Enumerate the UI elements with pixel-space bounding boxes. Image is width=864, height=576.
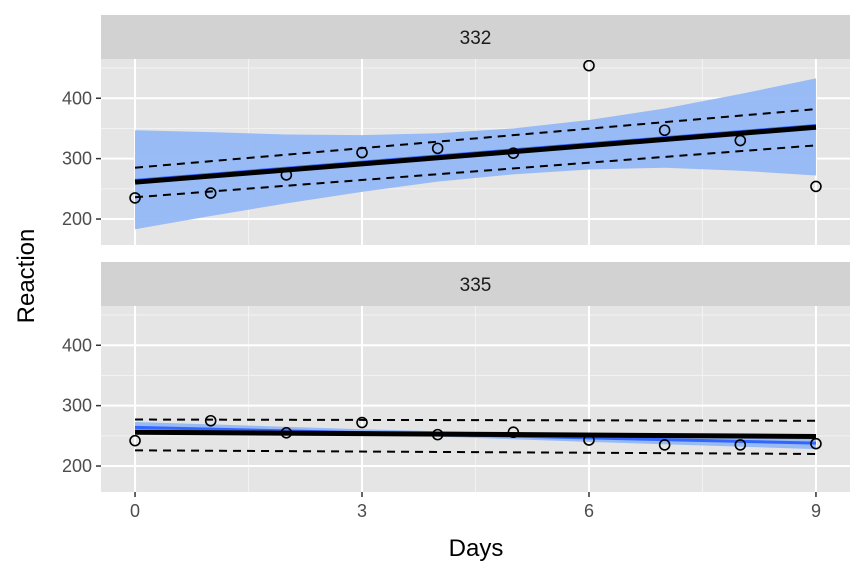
- y-tick-label: 200: [62, 209, 92, 229]
- y-axis-title: Reaction: [13, 229, 40, 324]
- x-axis-title: Days: [449, 535, 504, 562]
- model-fit-line: [134, 124, 817, 185]
- panels-layer: 332 335: [101, 15, 850, 492]
- data-point: [431, 428, 444, 441]
- data-point: [280, 169, 293, 181]
- data-point: [583, 434, 595, 446]
- y-tick-label: 400: [62, 335, 92, 355]
- y-tick-label: 200: [62, 456, 92, 476]
- facet-panel-332: 332: [101, 15, 850, 245]
- data-point: [734, 439, 747, 451]
- data-point: [583, 59, 595, 72]
- facet-strip-label: 335: [460, 275, 492, 296]
- model-fit-line: [135, 429, 816, 439]
- x-tick-label: 6: [584, 501, 594, 521]
- data-point: [810, 180, 822, 193]
- y-tick-label: 300: [62, 396, 92, 416]
- data-point: [507, 147, 520, 160]
- lower-bound-line: [134, 144, 817, 199]
- x-tick-label: 9: [811, 501, 821, 521]
- upper-bound-line: [134, 108, 817, 169]
- lower-bound-line: [135, 449, 816, 455]
- y-tick-label: 300: [62, 149, 92, 169]
- data-point: [431, 142, 444, 155]
- facet-strip: [101, 15, 850, 59]
- data-point: [356, 146, 368, 159]
- data-point: [129, 434, 141, 447]
- data-point: [204, 414, 217, 427]
- data-point: [810, 437, 822, 450]
- data-point: [734, 134, 747, 147]
- data-point: [658, 439, 671, 451]
- data-point: [129, 192, 141, 204]
- facet-strip: [101, 262, 850, 306]
- data-point: [658, 124, 671, 137]
- data-point: [204, 187, 217, 199]
- facet-strip-label: 332: [460, 28, 492, 49]
- facet-panel-335: 335: [101, 262, 850, 492]
- axes-layer: 200 300 400 200 300 400 0 3 6 9: [62, 88, 821, 521]
- data-point: [507, 426, 520, 439]
- data-point: [280, 427, 293, 439]
- y-tick-label: 400: [62, 88, 92, 108]
- x-tick-label: 0: [130, 501, 140, 521]
- upper-bound-line: [135, 418, 816, 422]
- x-tick-label: 3: [357, 501, 367, 521]
- data-point: [356, 416, 368, 429]
